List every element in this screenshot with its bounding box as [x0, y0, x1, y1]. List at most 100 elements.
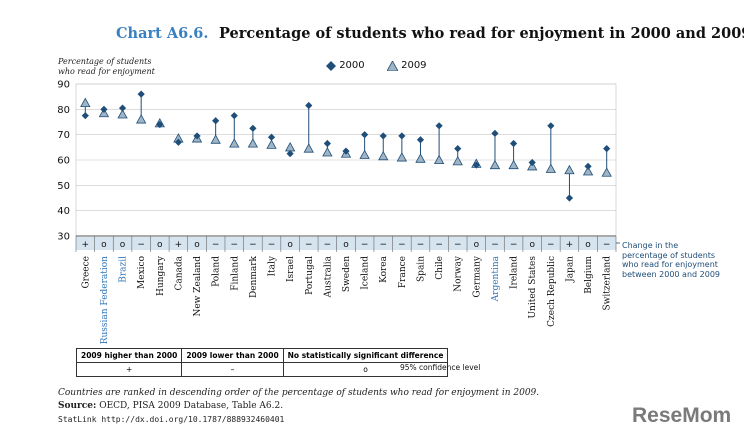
y-tick-label: 90	[57, 80, 70, 91]
point-2009	[322, 147, 333, 157]
change-sign: o	[585, 240, 591, 250]
category-label: Ireland	[510, 256, 520, 289]
category-label: Germany	[472, 255, 482, 298]
category-label: France	[398, 256, 408, 288]
change-sign: −	[324, 240, 332, 250]
point-2000	[249, 124, 257, 132]
category-label: Chile	[435, 256, 445, 280]
category-label: Brazil	[119, 256, 129, 283]
change-sign: −	[268, 240, 276, 250]
category-label: Czech Republic	[547, 256, 557, 327]
y-tick-label: 80	[57, 105, 70, 116]
point-2000	[81, 112, 89, 120]
category-label: Italy	[268, 255, 278, 276]
legend-2009-label: 2009	[401, 60, 427, 71]
key-lower-label: 2009 lower than 2000	[181, 348, 284, 363]
category-label: Japan	[565, 256, 575, 283]
category-label: Greece	[81, 256, 91, 289]
change-sign: −	[547, 240, 555, 250]
point-2009	[452, 155, 463, 166]
point-2009	[266, 139, 277, 149]
change-sign: +	[175, 240, 183, 250]
point-2000	[584, 162, 592, 170]
ranking-note: Countries are ranked in descending order…	[58, 388, 540, 398]
point-2000	[565, 194, 574, 202]
point-2009	[284, 142, 296, 152]
point-2009	[582, 166, 594, 176]
point-2000	[472, 161, 480, 169]
point-2009	[489, 159, 501, 170]
change-sign: +	[82, 240, 90, 250]
change-sign: o	[474, 240, 480, 250]
point-2000	[230, 112, 238, 120]
point-2000	[547, 122, 555, 130]
point-2000	[305, 101, 313, 110]
y-tick-label: 60	[57, 156, 70, 167]
point-2009	[415, 153, 426, 163]
point-2000	[323, 139, 331, 148]
chart-title-text: Percentage of students who read for enjo…	[219, 25, 744, 42]
change-sign: o	[157, 240, 163, 250]
point-2000	[286, 150, 294, 158]
category-label: New Zealand	[193, 256, 203, 317]
point-2000	[267, 133, 276, 141]
point-2000	[435, 122, 443, 130]
point-2000	[398, 132, 406, 140]
point-2000	[137, 90, 145, 98]
category-label: Korea	[379, 255, 389, 283]
category-label: Argentina	[491, 255, 501, 302]
change-sign: −	[510, 240, 518, 250]
key-nosig-symbol: o	[282, 362, 449, 377]
source-text: OECD, PISA 2009 Database, Table A6.2.	[99, 401, 284, 411]
change-sign: −	[435, 240, 443, 250]
category-label: Switzerland	[603, 256, 613, 311]
point-2009	[210, 134, 221, 144]
category-label: Russian Federation	[100, 256, 110, 344]
point-2000	[100, 105, 108, 113]
change-sign: −	[603, 240, 611, 250]
point-2009	[135, 114, 147, 124]
source-note: Source: OECD, PISA 2009 Database, Table …	[58, 401, 283, 411]
point-2000	[118, 104, 127, 112]
category-label: Finland	[230, 256, 240, 291]
point-2000	[156, 120, 164, 129]
change-sign: −	[212, 240, 220, 250]
change-sign: −	[231, 240, 239, 250]
category-label: Norway	[454, 255, 464, 292]
point-2000	[193, 132, 201, 140]
change-sign: −	[491, 240, 499, 250]
point-2000	[212, 117, 220, 125]
category-label: United States	[528, 256, 538, 319]
point-2009	[433, 154, 445, 165]
change-sign: o	[120, 240, 126, 250]
point-2009	[303, 143, 314, 153]
point-2000	[416, 136, 425, 144]
brand-logo: ReseMom	[632, 404, 732, 427]
point-2009	[396, 152, 408, 162]
point-2000	[603, 145, 611, 153]
category-label: Canada	[174, 255, 184, 290]
category-label: Hungary	[156, 255, 166, 296]
category-label: Australia	[323, 255, 333, 298]
key-lower-symbol: –	[181, 362, 284, 377]
point-2009	[229, 138, 240, 148]
source-label: Source:	[58, 401, 97, 411]
change-sign: o	[343, 240, 349, 250]
category-label: Poland	[212, 256, 222, 287]
chart-title: Chart A6.6. Percentage of students who r…	[116, 25, 744, 42]
change-sign: −	[398, 240, 406, 250]
change-sign: o	[194, 240, 200, 250]
key-nosig-label: No statistically significant difference	[282, 348, 449, 363]
legend: 2000 2009	[326, 59, 427, 72]
change-sign: −	[137, 240, 145, 250]
key-higher-label: 2009 higher than 2000	[75, 348, 183, 363]
category-label: Israel	[286, 256, 296, 282]
category-label: Sweden	[342, 256, 352, 292]
change-sign: o	[529, 240, 535, 250]
point-2009	[564, 164, 575, 175]
legend-diamond-icon	[326, 60, 336, 71]
change-sign: −	[379, 240, 387, 250]
change-sign: o	[101, 240, 107, 250]
y-tick-label: 40	[57, 206, 70, 217]
